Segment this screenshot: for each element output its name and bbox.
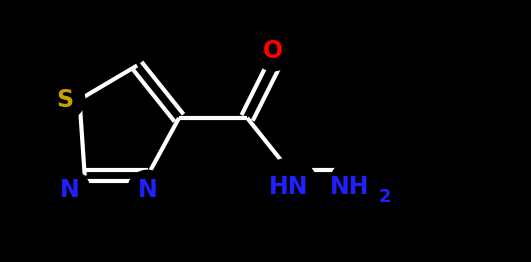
Text: HN: HN bbox=[269, 175, 309, 199]
Text: N: N bbox=[60, 178, 80, 202]
Text: O: O bbox=[263, 39, 284, 63]
Circle shape bbox=[253, 31, 293, 71]
Circle shape bbox=[127, 170, 167, 210]
Text: N: N bbox=[138, 178, 158, 202]
Text: S: S bbox=[56, 88, 73, 112]
Circle shape bbox=[45, 80, 85, 119]
Text: NH: NH bbox=[330, 175, 369, 199]
Text: 2: 2 bbox=[378, 188, 391, 205]
Circle shape bbox=[260, 158, 318, 216]
Circle shape bbox=[328, 158, 386, 216]
Circle shape bbox=[50, 170, 90, 210]
